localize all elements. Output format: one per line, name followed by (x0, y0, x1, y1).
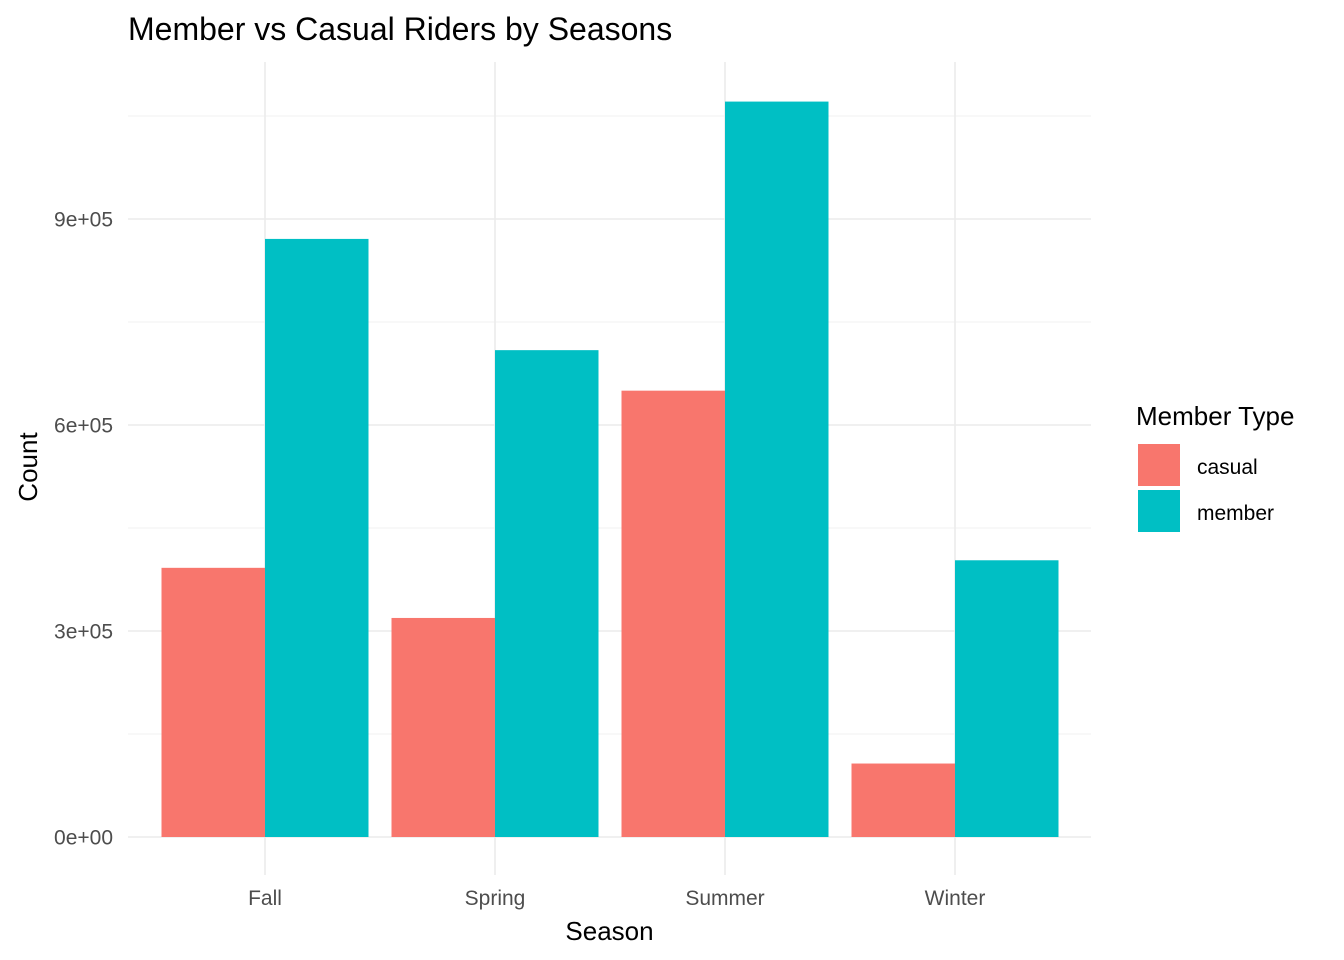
y-axis-title: Count (13, 432, 43, 502)
legend-key-casual (1138, 444, 1180, 486)
bars (161, 101, 1059, 837)
x-tick-label: Spring (465, 887, 526, 910)
x-tick-label: Summer (685, 887, 764, 910)
y-axis-ticks: 0e+00 3e+05 6e+05 9e+05 (54, 209, 113, 850)
x-axis-ticks: Fall Spring Summer Winter (248, 887, 985, 910)
bar-casual-spring (391, 617, 495, 837)
legend-label-member: member (1197, 502, 1274, 525)
bar-member-winter (955, 560, 1059, 837)
legend-key-member (1138, 490, 1180, 532)
bar-member-spring (495, 350, 599, 837)
y-tick-label: 9e+05 (54, 209, 113, 232)
bar-casual-fall (161, 567, 265, 837)
legend-label-casual: casual (1197, 456, 1258, 479)
legend-title: Member Type (1136, 401, 1294, 431)
x-tick-label: Fall (248, 887, 282, 910)
bar-member-summer (725, 101, 829, 837)
bar-casual-winter (851, 763, 955, 837)
bar-member-fall (265, 238, 369, 837)
legend: Member Type casual member (1136, 401, 1294, 532)
x-axis-title: Season (565, 916, 653, 946)
chart-title: Member vs Casual Riders by Seasons (128, 11, 672, 47)
x-tick-label: Winter (925, 887, 986, 910)
bar-casual-summer (621, 390, 725, 837)
y-tick-label: 3e+05 (54, 621, 113, 644)
y-tick-label: 0e+00 (54, 827, 113, 850)
y-tick-label: 6e+05 (54, 415, 113, 438)
